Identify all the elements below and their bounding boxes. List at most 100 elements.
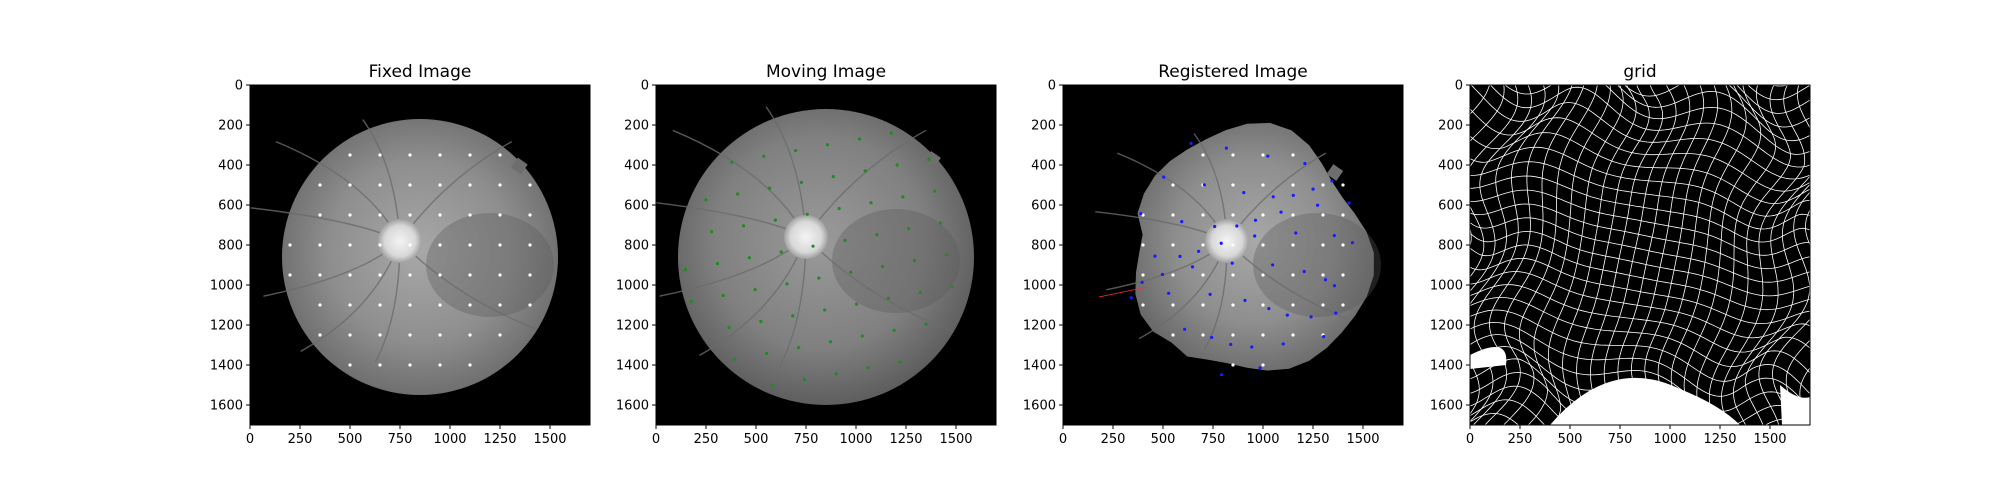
landmark-point — [468, 273, 472, 277]
moved-landmark-point — [1162, 175, 1166, 179]
landmark-point — [1201, 303, 1205, 307]
landmark-point — [817, 276, 821, 280]
macula — [832, 209, 960, 313]
landmark-point — [1321, 303, 1325, 307]
grid-line — [1470, 175, 1810, 243]
x-tick-label: 1250 — [1296, 432, 1329, 447]
landmark-point — [408, 183, 412, 187]
landmark-point — [1171, 333, 1175, 337]
landmark-point — [1291, 303, 1295, 307]
moved-landmark-point — [1285, 313, 1289, 317]
optic-disc — [784, 215, 828, 259]
landmark-point — [348, 273, 352, 277]
moved-landmark-point — [1208, 292, 1212, 296]
landmark-point — [1291, 153, 1295, 157]
optic-disc — [1205, 219, 1249, 263]
landmark-point — [498, 183, 502, 187]
x-tick-label: 250 — [1508, 432, 1533, 447]
grid-line — [1548, 85, 1624, 425]
moved-landmark-point — [1291, 193, 1295, 198]
landmark-point — [1341, 273, 1345, 277]
grid-line — [1696, 85, 1777, 425]
landmark-point — [1171, 273, 1175, 277]
landmark-point — [1231, 213, 1235, 217]
landmark-point — [825, 143, 830, 147]
grid-line — [1470, 108, 1810, 192]
grid-line — [1758, 191, 1810, 425]
landmark-point — [408, 363, 412, 367]
moved-landmark-point — [1332, 234, 1336, 238]
landmark-point — [1321, 273, 1325, 277]
moved-landmark-point — [1224, 146, 1228, 150]
y-tick-label: 600 — [218, 199, 243, 214]
moved-landmark-point — [1258, 366, 1262, 370]
landmark-point — [823, 308, 827, 312]
landmark-point — [498, 303, 502, 307]
landmark-point — [1171, 213, 1175, 217]
moved-landmark-point — [1330, 179, 1334, 183]
landmark-point — [704, 198, 708, 202]
y-tick-label: 1400 — [210, 359, 243, 374]
landmark-point — [1171, 183, 1175, 187]
image-area — [250, 85, 590, 425]
x-tick-label: 250 — [288, 432, 313, 447]
x-tick-label: 750 — [794, 432, 819, 447]
landmark-point — [528, 213, 532, 217]
grid-line — [1470, 217, 1810, 283]
landmark-point — [1261, 303, 1265, 307]
landmark-point — [895, 163, 899, 167]
landmark-point — [498, 333, 502, 337]
moved-landmark-point — [1202, 183, 1206, 187]
landmark-point — [468, 243, 472, 247]
image-area — [1063, 85, 1403, 425]
moved-landmark-point — [1250, 345, 1254, 349]
grid-line — [1708, 85, 1791, 425]
grid-line — [1470, 146, 1810, 217]
moved-landmark-point — [1243, 298, 1247, 302]
landmark-point — [318, 213, 322, 217]
y-tick-label: 600 — [624, 199, 649, 214]
y-tick-label: 200 — [218, 119, 243, 134]
landmark-point — [1291, 213, 1295, 217]
moved-landmark-point — [1322, 335, 1326, 339]
x-tick-label: 750 — [1201, 432, 1226, 447]
moved-landmark-point — [1153, 254, 1157, 258]
grid-line — [1489, 85, 1810, 168]
y-tick-label: 1400 — [616, 359, 649, 374]
panel-grid: grid 0 250 500 750 1000 1250 1500 0 200 400 600 800 1… — [1430, 62, 1811, 447]
fundus-notch — [924, 150, 941, 168]
landmark-point — [799, 180, 804, 185]
landmark-point — [468, 183, 472, 187]
y-tick-label: 1600 — [1430, 399, 1463, 414]
x-tick-label: 1000 — [1653, 432, 1686, 447]
landmark-point — [950, 285, 954, 289]
y-tick-label: 1200 — [210, 319, 243, 334]
y-tick-label: 0 — [1048, 79, 1056, 94]
landmark-point — [767, 186, 772, 190]
fold-region — [1780, 385, 1810, 425]
y-tick-label: 400 — [1438, 159, 1463, 174]
y-tick-label: 1200 — [616, 319, 649, 334]
fundus-notch — [511, 157, 528, 175]
landmark-point — [802, 377, 806, 382]
grid-line — [1470, 297, 1810, 374]
moved-landmark-point — [1190, 265, 1195, 269]
x-tick-label: 1500 — [533, 432, 566, 447]
landmark-point — [468, 303, 472, 307]
landmark-point — [753, 288, 757, 292]
landmark-point — [438, 363, 442, 367]
moved-landmark-point — [1189, 141, 1193, 145]
moved-landmark-point — [1140, 280, 1144, 284]
landmark-point — [468, 153, 472, 157]
moved-landmark-point — [1350, 241, 1355, 245]
landmark-point — [348, 363, 352, 367]
landmark-point — [794, 148, 798, 153]
y-tick-label: 200 — [1031, 119, 1056, 134]
landmark-point — [1231, 303, 1235, 307]
landmark-point — [378, 183, 382, 187]
landmark-point — [837, 206, 841, 211]
landmark-point — [438, 213, 442, 217]
grid-line — [1470, 85, 1560, 422]
moved-landmark-point — [1271, 263, 1275, 267]
landmark-point — [765, 351, 769, 356]
